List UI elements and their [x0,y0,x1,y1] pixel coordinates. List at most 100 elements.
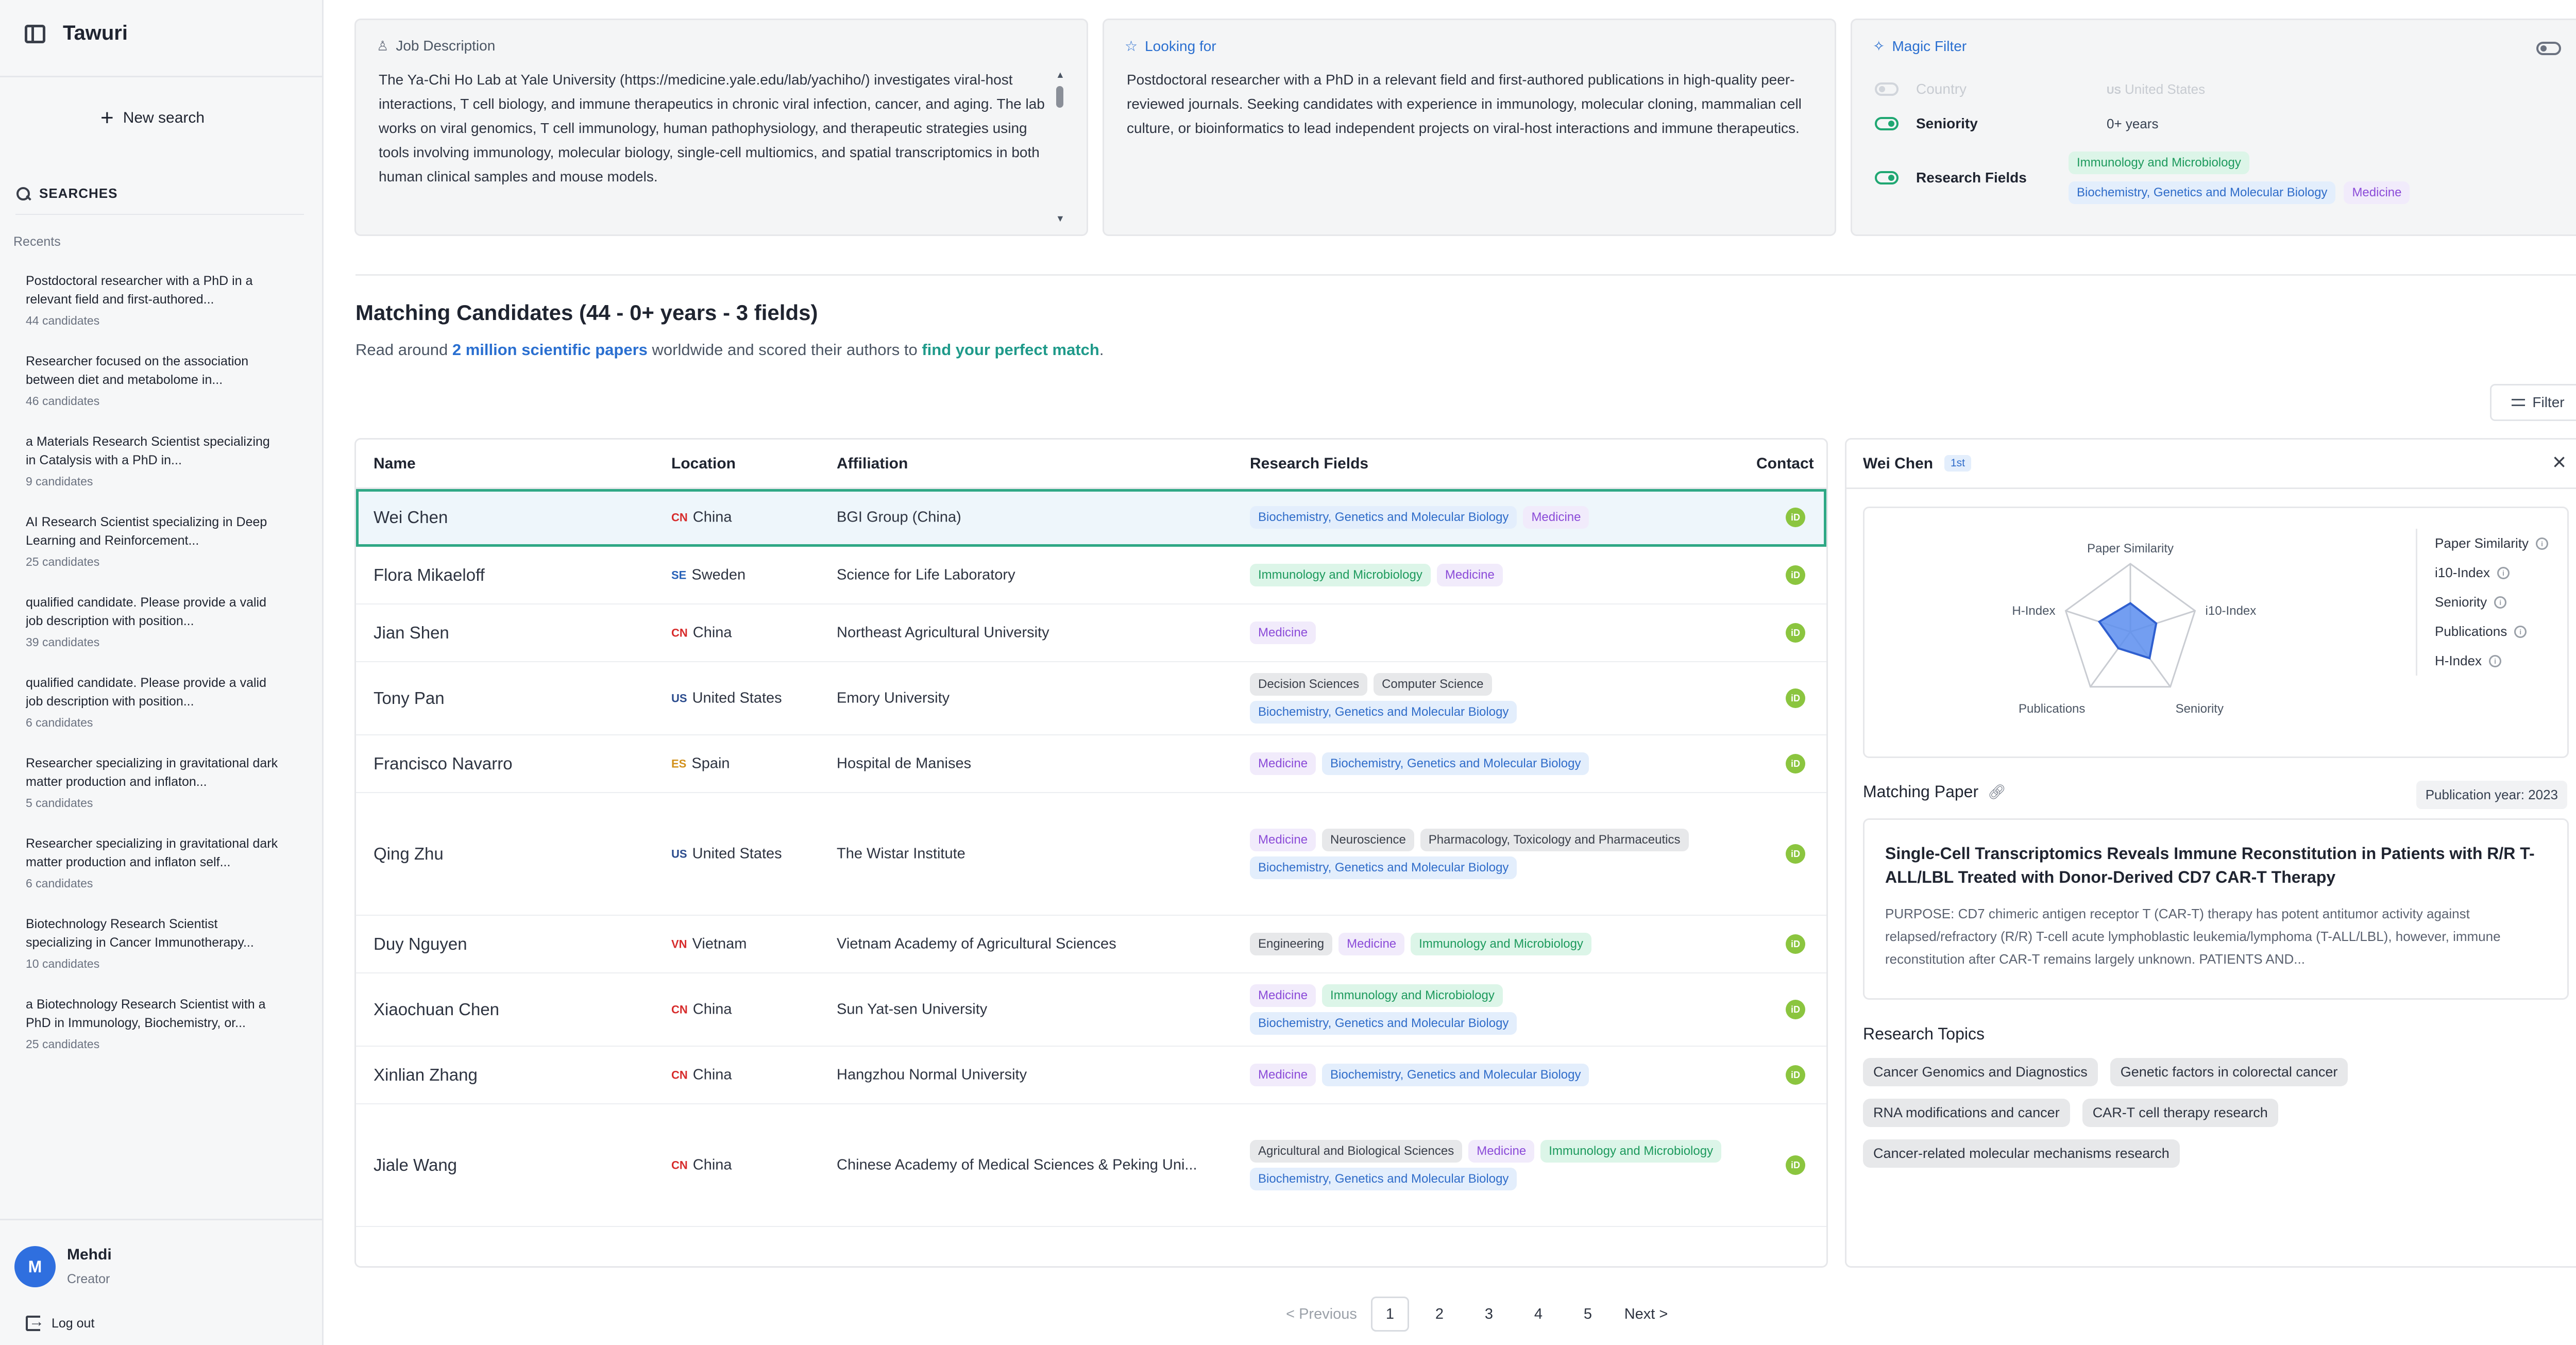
scroll-down-icon[interactable]: ▼ [1056,213,1065,224]
research-topic-tag[interactable]: RNA modifications and cancer [1863,1099,2070,1127]
table-row[interactable]: Qing Zhu US United States The Wistar Instit… [356,793,1826,916]
table-row[interactable]: Wei Chen CN China BGI Group (China) Biochemi… [356,489,1826,547]
candidate-name[interactable]: Duy Nguyen [374,934,467,953]
orcid-icon[interactable]: iD [1786,508,1805,527]
radar-legend-item: i10-Index i [2435,558,2548,587]
recent-search-item[interactable]: Researcher focused on the association be… [26,352,283,432]
research-topic-tag[interactable]: Cancer-related molecular mechanisms rese… [1863,1139,2180,1168]
close-icon[interactable]: × [2552,448,2566,475]
candidate-name[interactable]: Wei Chen [374,508,448,527]
info-icon[interactable]: i [2536,537,2549,550]
candidate-name[interactable]: Tony Pan [374,688,445,708]
info-icon[interactable]: i [2489,654,2502,667]
info-icon[interactable]: i [2514,625,2527,638]
candidate-research-fields: Medicine [1250,619,1765,647]
recent-search-item[interactable]: Researcher specializing in gravitational… [26,754,283,834]
recent-search-count: 6 candidates [26,716,93,729]
magic-filter-title-text: Magic Filter [1892,38,1967,54]
avatar[interactable]: M [14,1246,56,1287]
table-row[interactable]: Duy Nguyen VN Vietnam Vietnam Academy of Ag… [356,916,1826,973]
candidate-location: CN China [671,1067,732,1084]
country-toggle[interactable] [1875,82,1899,96]
orcid-icon[interactable]: iD [1786,754,1805,774]
candidate-name[interactable]: Xiaochuan Chen [374,1000,500,1019]
recent-search-item[interactable]: AI Research Scientist specializing in De… [26,513,283,593]
column-header-contact[interactable]: Contact [1756,455,1814,472]
table-row[interactable]: Jiale Wang CN China Chinese Academy of Medi… [356,1104,1826,1227]
next-page-button[interactable]: Next > [1624,1305,1668,1322]
radar-legend-label: Publications [2435,624,2507,639]
candidate-name[interactable]: Flora Mikaeloff [374,565,485,584]
orcid-icon[interactable]: iD [1786,1000,1805,1019]
research-topic-tag[interactable]: Cancer Genomics and Diagnostics [1863,1058,2098,1086]
radar-legend-item: Seniority i [2435,587,2548,617]
previous-page-button[interactable]: < Previous [1286,1305,1357,1322]
sidebar-toggle-icon[interactable] [25,25,45,43]
candidate-name[interactable]: Jian Shen [374,623,449,642]
table-row[interactable]: Xinlian Zhang CN China Hangzhou Normal Univ… [356,1047,1826,1104]
recent-search-item[interactable]: Postdoctoral researcher with a PhD in a … [26,272,283,352]
radar-legend-label: Paper Similarity [2435,535,2529,551]
page-2-button[interactable]: 2 [1435,1305,1444,1322]
candidate-name[interactable]: Francisco Navarro [374,754,513,773]
detail-header: Wei Chen 1st × [1846,440,2576,489]
column-header-location[interactable]: Location [671,455,736,472]
orcid-icon[interactable]: iD [1786,623,1805,643]
page-1-button[interactable]: 1 [1371,1297,1409,1332]
recent-search-item[interactable]: qualified candidate. Please provide a va… [26,593,283,674]
candidate-name[interactable]: Xinlian Zhang [374,1065,478,1084]
recent-search-count: 46 candidates [26,394,100,408]
recent-search-count: 25 candidates [26,1037,100,1051]
recent-search-item[interactable]: Researcher specializing in gravitational… [26,834,283,915]
logout-button[interactable]: Log out [26,1313,94,1331]
orcid-icon[interactable]: iD [1786,1065,1805,1085]
research-topic-tag[interactable]: Genetic factors in colorectal cancer [2110,1058,2348,1086]
new-search-label: New search [123,109,205,126]
table-row[interactable]: Flora Mikaeloff SE Sweden Science for Life … [356,547,1826,604]
matching-paper-card[interactable]: Single-Cell Transcriptomics Reveals Immu… [1863,818,2569,1000]
page-4-button[interactable]: 4 [1534,1305,1543,1322]
research-fields-label: Research Fields [1916,170,2027,186]
subtitle-highlight-match: find your perfect match [922,341,1099,359]
table-row[interactable]: Francisco Navarro ES Spain Hospital de Mani… [356,735,1826,793]
recent-search-title: AI Research Scientist specializing in De… [26,515,267,548]
sparkle-icon: ☆ [1125,38,1138,54]
column-header-name[interactable]: Name [374,455,416,472]
research-topic-tag[interactable]: CAR-T cell therapy research [2082,1099,2278,1127]
candidate-location: ES Spain [671,755,730,772]
candidate-name[interactable]: Qing Zhu [374,844,444,863]
recent-search-item[interactable]: a Materials Research Scientist specializ… [26,432,283,513]
table-row[interactable]: Xiaochuan Chen CN China Sun Yat-sen Univers… [356,973,1826,1047]
filter-button[interactable]: Filter [2490,384,2576,421]
paper-title[interactable]: Single-Cell Transcriptomics Reveals Immu… [1885,844,2535,886]
info-icon[interactable]: i [2497,566,2510,579]
job-description-scrollbar[interactable]: ▲ ▼ [1055,70,1065,224]
recent-search-item[interactable]: a Biotechnology Research Scientist with … [26,995,283,1075]
research-fields-toggle[interactable] [1875,171,1899,184]
recent-search-title: qualified candidate. Please provide a va… [26,595,266,628]
paper-abstract: PURPOSE: CD7 chimeric antigen receptor T… [1885,906,2501,967]
table-row[interactable]: Jian Shen CN China Northeast Agricultural U… [356,604,1826,662]
orcid-icon[interactable]: iD [1786,565,1805,585]
orcid-icon[interactable]: iD [1786,688,1805,708]
recent-search-item[interactable]: Biotechnology Research Scientist special… [26,915,283,995]
info-icon[interactable]: i [2494,596,2507,609]
orcid-icon[interactable]: iD [1786,934,1805,954]
table-row[interactable]: Tony Pan US United States Emory University D… [356,662,1826,735]
column-header-research-fields[interactable]: Research Fields [1250,455,1369,472]
scrollbar-thumb[interactable] [1056,86,1063,108]
magic-filter-toggle[interactable] [2536,42,2561,55]
candidate-name[interactable]: Jiale Wang [374,1155,457,1174]
orcid-icon[interactable]: iD [1786,1155,1805,1175]
candidate-affiliation: Chinese Academy of Medical Sciences & Pe… [837,1156,1197,1173]
recent-search-item[interactable]: qualified candidate. Please provide a va… [26,674,283,754]
column-header-affiliation[interactable]: Affiliation [837,455,908,472]
page-3-button[interactable]: 3 [1484,1305,1494,1322]
job-description-text[interactable]: The Ya-Chi Ho Lab at Yale University (ht… [379,72,1045,184]
link-icon[interactable]: 🔗︎ [1988,784,2006,800]
page-5-button[interactable]: 5 [1583,1305,1592,1322]
seniority-toggle[interactable] [1875,117,1899,130]
new-search-button[interactable]: + New search [100,107,205,129]
orcid-icon[interactable]: iD [1786,844,1805,864]
scroll-up-icon[interactable]: ▲ [1056,70,1065,80]
